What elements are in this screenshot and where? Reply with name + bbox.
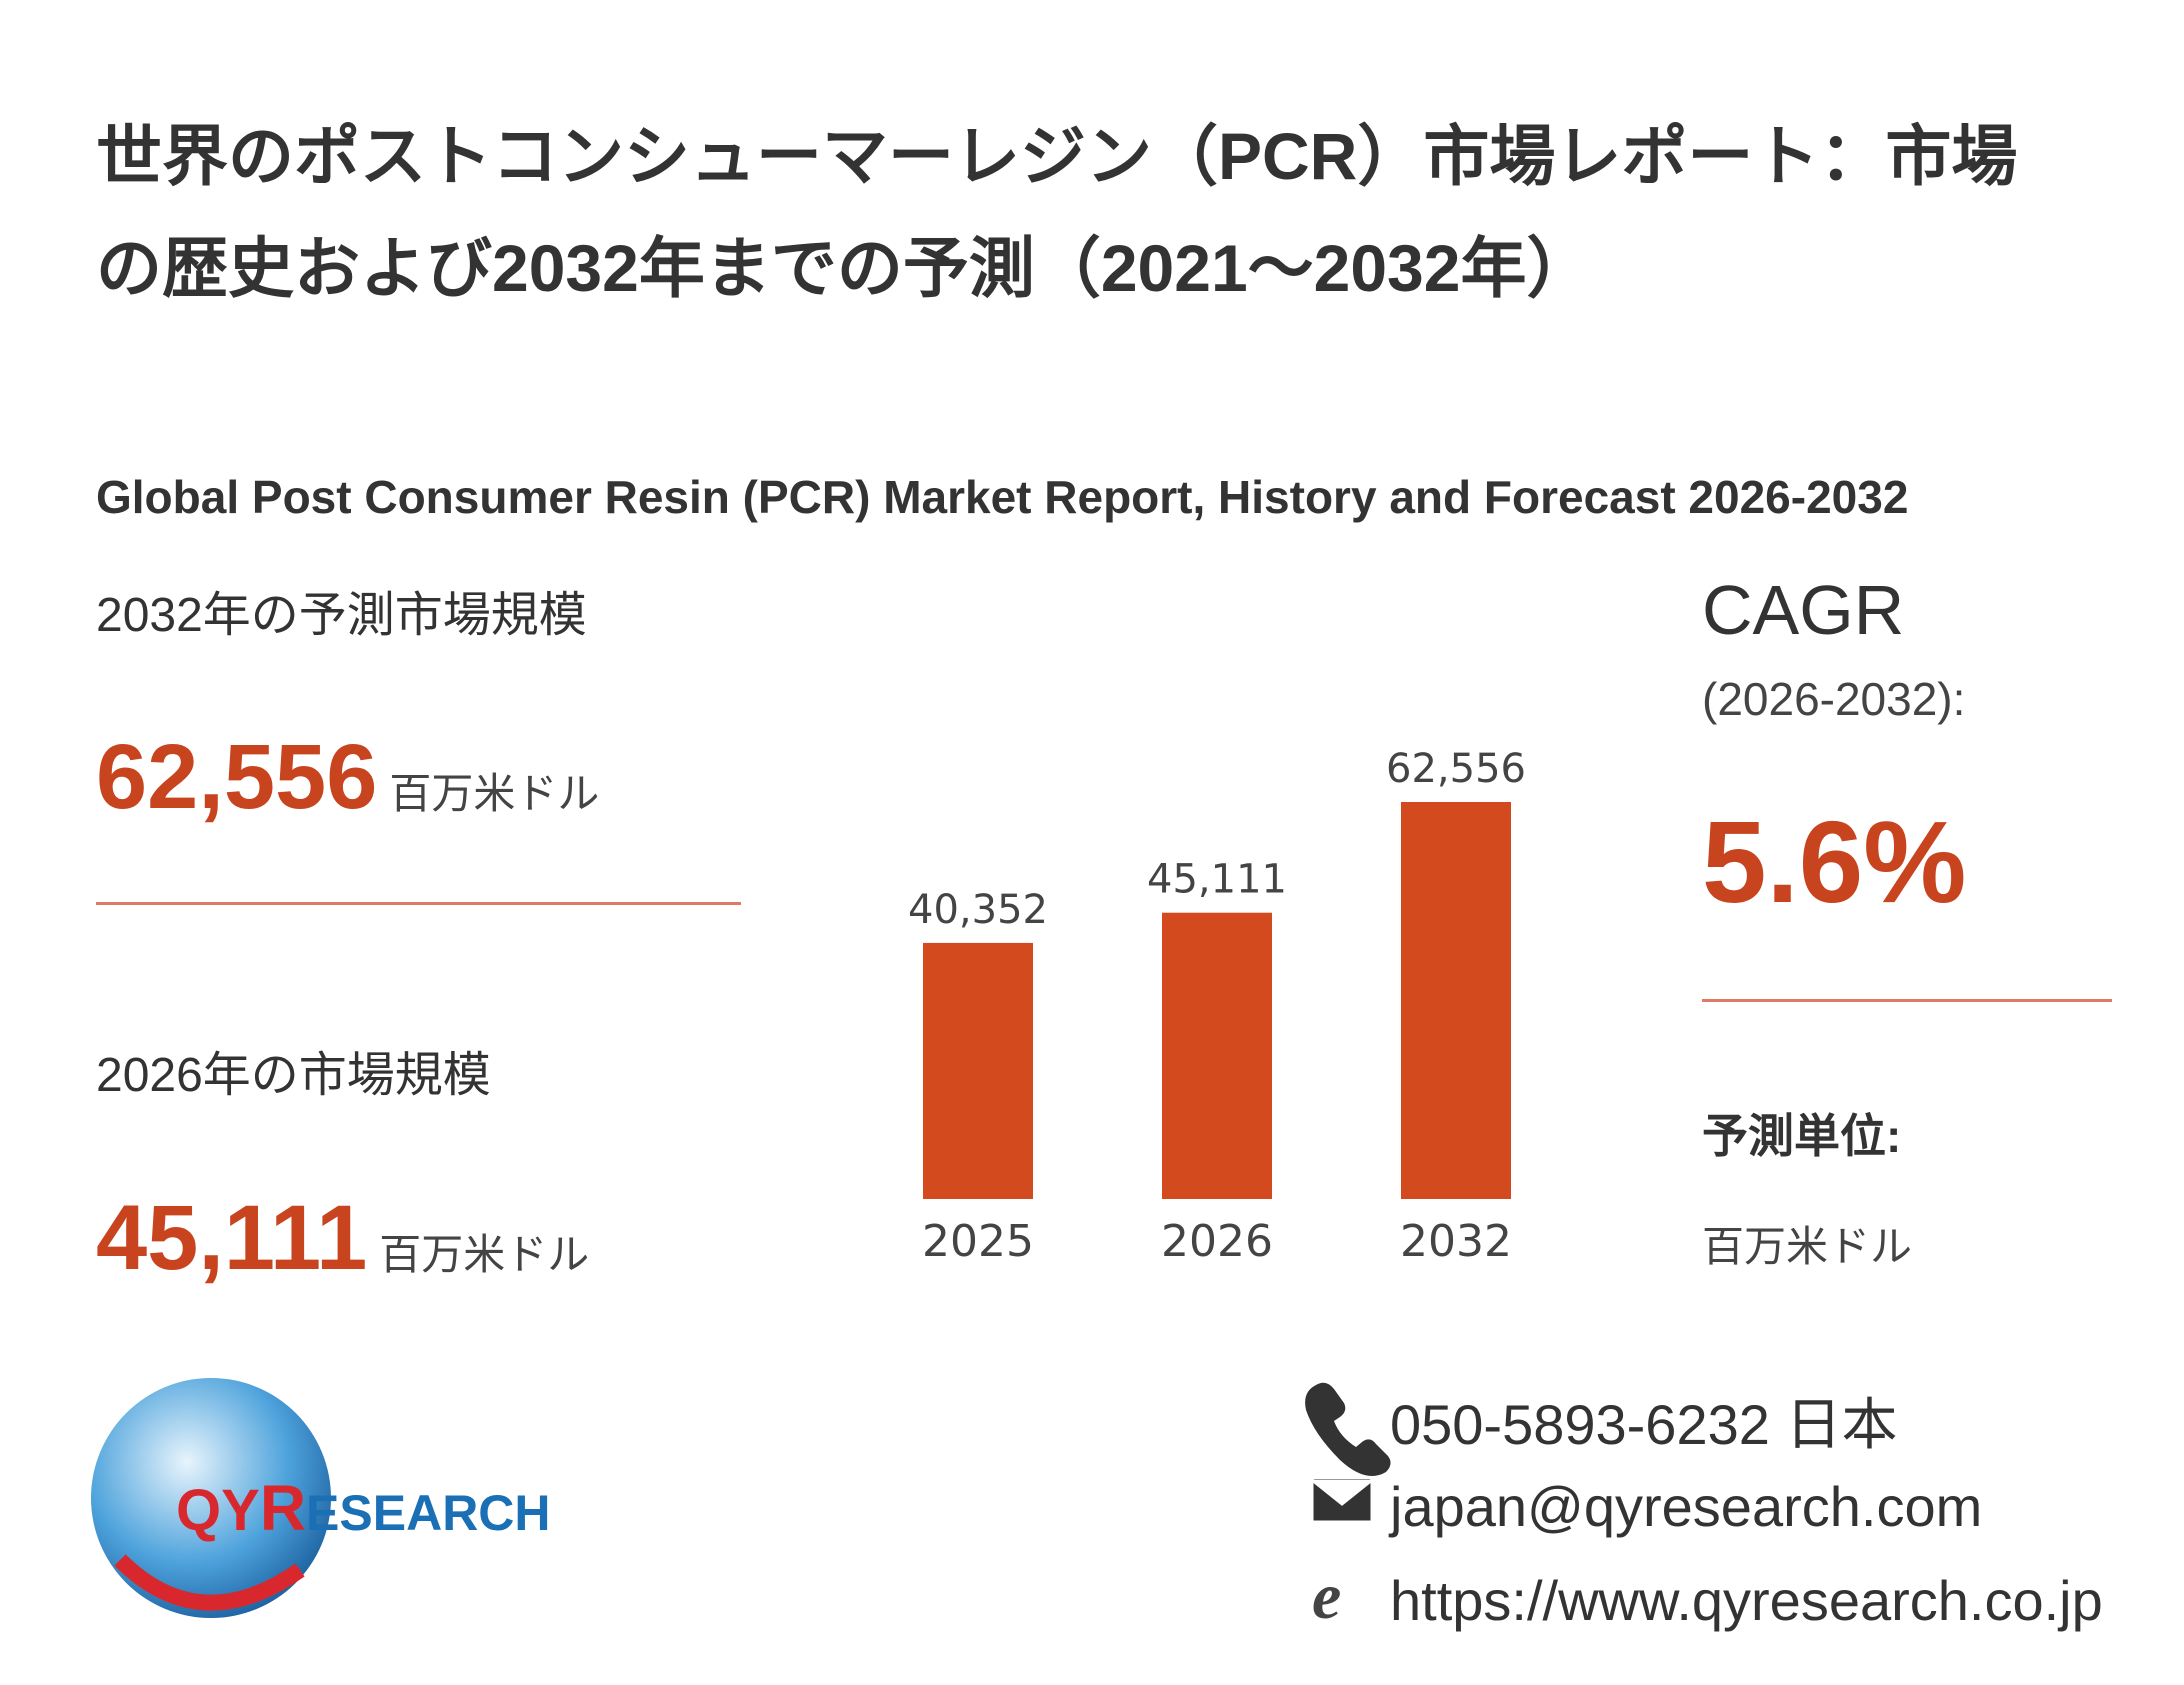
base-block: 45,111 百万米ドル — [96, 1186, 589, 1291]
logo-globe — [91, 1378, 331, 1618]
value-label: 62,556 — [1386, 746, 1526, 792]
base-unit: 百万米ドル — [379, 1231, 590, 1278]
phone: 050-5893-6232 日本 — [1390, 1393, 1898, 1456]
x-tick-label: 2026 — [1161, 1216, 1273, 1267]
email: japan@qyresearch.com — [1390, 1475, 1983, 1538]
forecast-block: 62,556 百万米ドル — [96, 725, 599, 830]
url[interactable]: https://www.qyresearch.co.jp — [1390, 1569, 2103, 1632]
logo-text: QYRESEARCH — [176, 1472, 551, 1544]
bar — [1162, 912, 1272, 1199]
subtitle: Global Post Consumer Resin (PCR) Market … — [96, 471, 1909, 523]
cagr-value: 5.6% — [1702, 797, 1967, 927]
logo-swoosh — [114, 1554, 305, 1611]
value-label: 45,111 — [1147, 857, 1287, 903]
logo-rest: ESEARCH — [306, 1485, 550, 1541]
phone-icon — [1305, 1382, 1391, 1476]
forecast-label: 2032年の予測市場規模 — [96, 589, 587, 642]
base-label: 2026年の市場規模 — [96, 1049, 491, 1102]
logo-qy: QY — [176, 1478, 260, 1543]
mail-icon — [1310, 1476, 1374, 1524]
base-value: 45,111 — [96, 1187, 368, 1289]
bar — [923, 942, 1033, 1199]
logo: QYRESEARCH — [91, 1378, 551, 1618]
logo-r: R — [260, 1472, 306, 1544]
unit-value: 百万米ドル — [1702, 1223, 1913, 1270]
divider — [96, 902, 741, 905]
contact-icons: e — [1305, 1382, 1391, 1633]
web-icon: e — [1312, 1560, 1341, 1633]
divider — [1702, 999, 2112, 1002]
title: 世界のポストコンシューマーレジン（PCR）市場レポート：市場の歴史および2032… — [96, 119, 2018, 305]
cagr-label: CAGR — [1702, 571, 1905, 649]
bar — [1401, 802, 1511, 1199]
value-label: 40,352 — [908, 887, 1048, 933]
x-tick-label: 2025 — [922, 1216, 1034, 1267]
forecast-value: 62,556 — [96, 726, 378, 828]
cagr-period: (2026-2032): — [1702, 673, 1966, 725]
x-tick-label: 2032 — [1400, 1216, 1512, 1267]
unit-label: 予測単位: — [1702, 1110, 1902, 1162]
forecast-unit: 百万米ドル — [389, 770, 600, 817]
